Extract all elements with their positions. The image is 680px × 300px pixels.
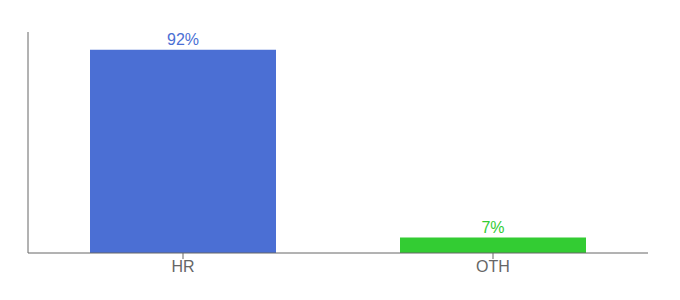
svg-text:OTH: OTH [476, 258, 510, 275]
svg-text:7%: 7% [481, 219, 504, 236]
svg-text:92%: 92% [167, 31, 199, 48]
svg-text:HR: HR [171, 258, 194, 275]
